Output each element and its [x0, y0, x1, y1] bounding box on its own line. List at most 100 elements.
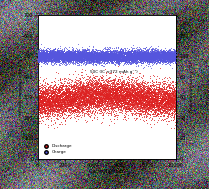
Point: [74, 49, 77, 52]
Point: [73, 58, 76, 61]
Point: [159, 99, 162, 102]
Point: [159, 104, 162, 107]
Point: [54, 50, 58, 53]
Point: [119, 54, 122, 57]
Point: [78, 62, 81, 65]
Point: [151, 56, 154, 59]
Point: [99, 105, 102, 108]
Point: [94, 98, 98, 101]
Point: [172, 87, 175, 90]
Point: [60, 81, 63, 84]
Point: [137, 74, 140, 77]
Point: [66, 55, 69, 58]
Point: [107, 89, 110, 92]
Point: [38, 51, 42, 54]
Point: [99, 107, 102, 110]
Point: [130, 57, 134, 60]
Point: [131, 103, 134, 106]
Point: [60, 57, 64, 60]
Point: [113, 53, 116, 57]
Point: [141, 58, 144, 61]
Point: [116, 95, 119, 98]
Point: [117, 105, 121, 108]
Point: [163, 55, 167, 58]
Point: [123, 56, 127, 59]
Point: [53, 99, 56, 102]
Point: [39, 99, 42, 102]
Point: [132, 94, 136, 97]
Point: [114, 92, 117, 95]
Point: [160, 57, 164, 60]
Point: [66, 106, 69, 109]
Point: [85, 52, 89, 55]
Point: [164, 98, 167, 101]
Point: [119, 101, 122, 104]
Point: [70, 109, 73, 112]
Point: [153, 55, 157, 58]
Point: [96, 54, 100, 57]
Point: [136, 49, 140, 52]
Point: [94, 97, 97, 100]
Point: [131, 90, 135, 93]
Point: [104, 109, 107, 112]
Point: [162, 55, 165, 58]
Point: [105, 48, 108, 51]
Point: [101, 53, 105, 56]
Point: [85, 84, 89, 87]
Point: [110, 57, 113, 60]
Point: [71, 53, 74, 56]
Point: [135, 52, 138, 55]
Point: [122, 56, 125, 59]
Point: [72, 55, 75, 58]
Point: [129, 86, 132, 89]
Point: [69, 58, 72, 61]
Point: [163, 98, 166, 101]
Point: [60, 52, 64, 55]
Point: [136, 98, 140, 101]
Point: [83, 112, 87, 115]
Point: [172, 93, 175, 96]
Point: [82, 102, 85, 105]
Point: [91, 102, 94, 105]
Point: [75, 58, 79, 61]
Point: [74, 91, 78, 94]
Point: [117, 85, 120, 88]
Point: [117, 96, 120, 99]
Point: [127, 90, 130, 93]
Point: [38, 100, 42, 103]
Point: [93, 81, 96, 84]
Point: [154, 96, 157, 99]
Point: [157, 52, 160, 55]
Point: [131, 93, 134, 96]
Point: [89, 82, 93, 85]
Point: [51, 55, 54, 58]
Point: [58, 57, 61, 60]
Point: [52, 113, 56, 116]
Point: [43, 45, 46, 48]
Point: [86, 57, 89, 60]
Point: [146, 56, 149, 59]
Point: [41, 59, 45, 62]
Point: [137, 58, 140, 61]
Point: [67, 55, 71, 58]
Point: [124, 52, 127, 55]
Point: [87, 48, 90, 51]
Point: [137, 60, 140, 63]
Point: [84, 54, 88, 57]
Point: [37, 50, 40, 53]
Point: [113, 102, 117, 105]
Point: [86, 102, 89, 105]
Point: [120, 102, 123, 105]
Point: [150, 96, 154, 99]
Point: [123, 105, 126, 108]
Point: [66, 53, 70, 56]
Point: [93, 56, 97, 59]
Point: [106, 111, 110, 114]
Point: [87, 52, 90, 55]
Point: [115, 95, 119, 98]
Point: [134, 81, 138, 84]
Point: [103, 98, 107, 101]
Point: [129, 104, 132, 107]
Point: [134, 50, 137, 53]
Point: [117, 56, 120, 59]
